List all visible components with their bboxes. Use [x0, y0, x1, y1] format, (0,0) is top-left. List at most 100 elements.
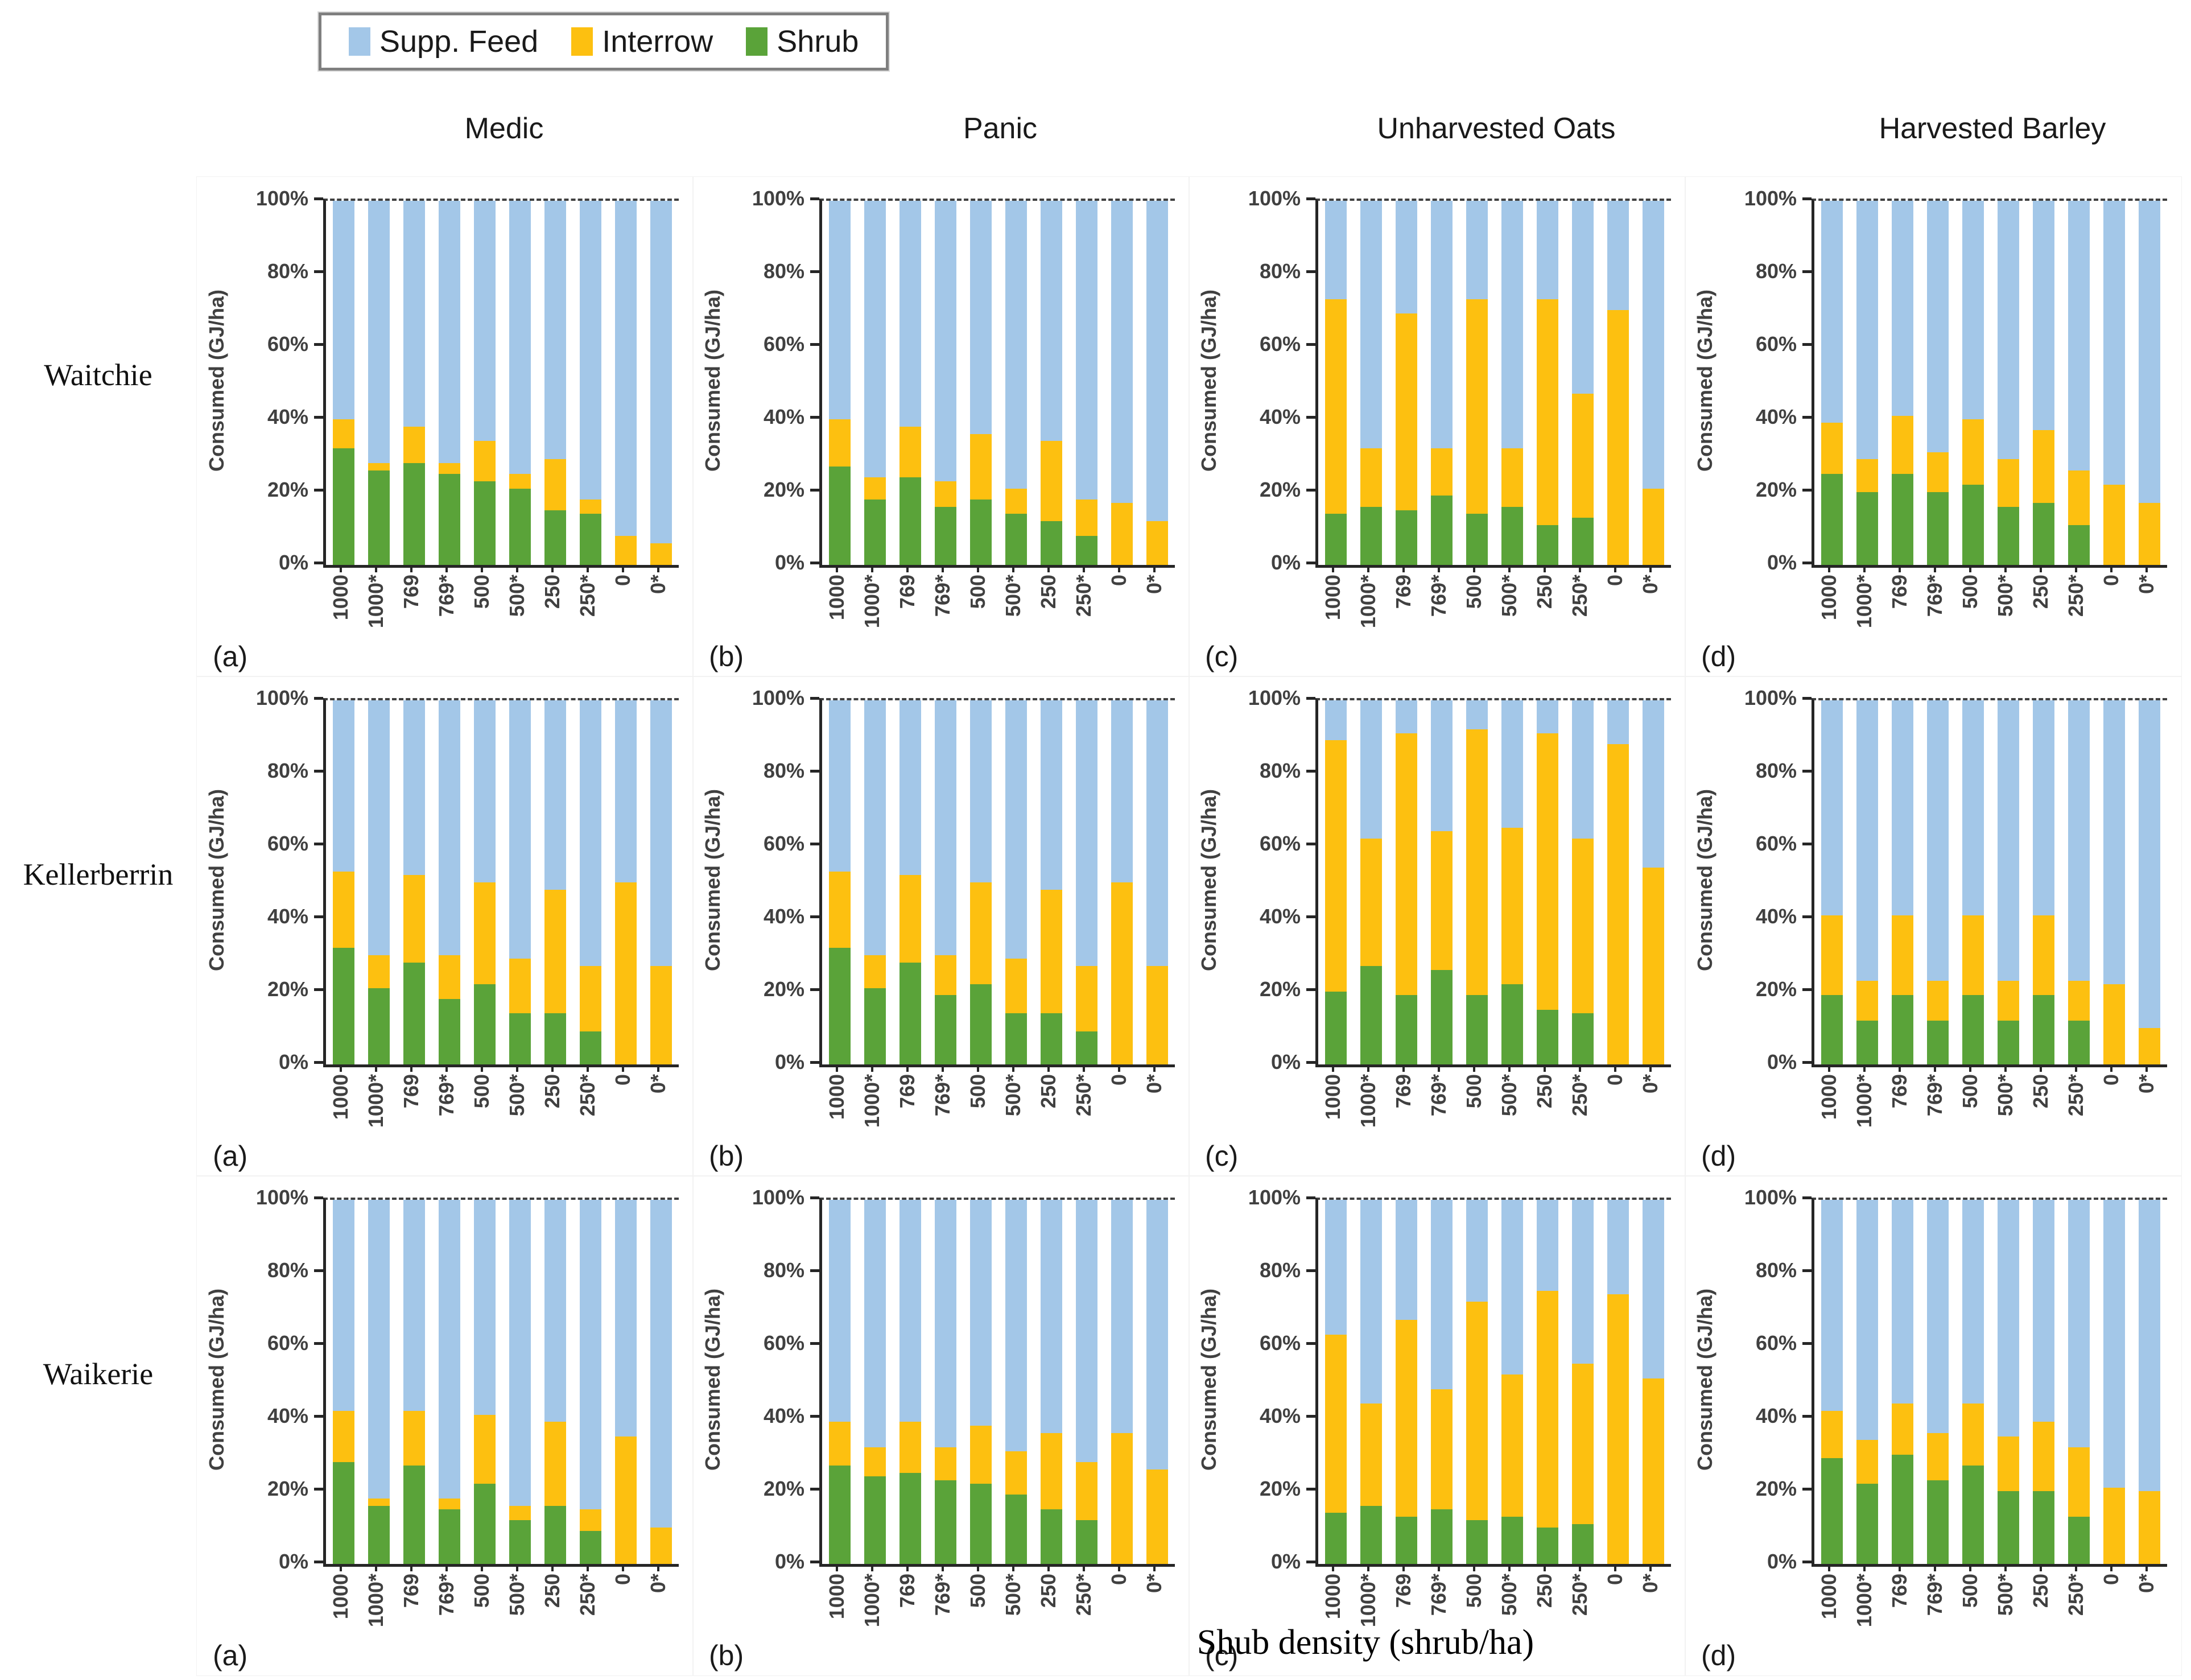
x-tick: 769* [429, 565, 464, 662]
bar-segment-supp-feed [579, 1200, 602, 1510]
x-tick-label: 500 [1462, 1074, 1486, 1109]
stacked-bar-500 [1962, 201, 1984, 565]
y-tick-text: 0% [1270, 551, 1301, 574]
bar-segment-shrub [1075, 535, 1098, 565]
y-tick-text: 20% [1259, 1477, 1301, 1500]
bar-segment-supp-feed [579, 201, 602, 500]
y-tick-text: 0% [278, 1050, 308, 1074]
x-tick-label: 500* [1001, 575, 1025, 617]
bar-slot [467, 700, 502, 1064]
y-tick-mark [314, 270, 323, 273]
bar-slot [857, 201, 893, 565]
stacked-bar-1000* [1856, 201, 1879, 565]
bar-segment-supp-feed [332, 700, 355, 872]
bar-segment-supp-feed [1571, 1200, 1594, 1364]
bar-segment-interrow [509, 1505, 531, 1521]
y-tick-mark [810, 842, 819, 845]
bar-segment-interrow [1962, 915, 1984, 996]
x-tick: 1000* [358, 565, 394, 662]
bar-segment-supp-feed [1536, 201, 1559, 299]
y-tick-label: 40% [1756, 1404, 1812, 1429]
bar-slot [397, 201, 432, 565]
x-axis: 1000 1000* 769 769* 500 500* 250 250* 0 0* [1812, 565, 2164, 662]
bar-segment-supp-feed [368, 700, 390, 956]
bar-segment-shrub [1360, 1505, 1383, 1564]
x-tick: 1000 [323, 1065, 358, 1162]
bar-segment-supp-feed [614, 1200, 637, 1437]
x-tick: 250* [2058, 1065, 2094, 1162]
bar-segment-interrow [614, 882, 637, 1064]
y-tick-label: 0% [775, 1050, 819, 1075]
y-tick-text: 100% [1744, 686, 1797, 709]
x-tick-label: 250* [1568, 575, 1591, 617]
bar-segment-interrow [969, 434, 992, 500]
stacked-bar-1000* [1360, 201, 1383, 565]
chart-panel-waitchie-panic: Consumed (GJ/ha) 0% 20% 40% 60% 80% 100% 1000… [692, 176, 1190, 677]
x-tick: 769 [1882, 1065, 1917, 1162]
x-tick: 500 [960, 1065, 996, 1162]
y-tick-label: 100% [752, 1185, 819, 1210]
chart-panel-waikerie-unharvested-oats: Consumed (GJ/ha) 0% 20% 40% 60% 80% 100% 1000… [1189, 1175, 1686, 1676]
bar-segment-shrub [2032, 503, 2055, 565]
y-tick-text: 80% [1259, 1258, 1301, 1282]
x-tick: 250 [1031, 1565, 1066, 1661]
y-tick-text: 60% [1755, 832, 1797, 855]
legend-label: Supp. Feed [379, 24, 539, 59]
x-tick-label: 0 [1107, 1074, 1130, 1086]
plot-area [819, 199, 1175, 568]
bar-segment-supp-feed [473, 201, 496, 441]
bar-slot [1885, 1200, 1920, 1564]
bar-slot [1636, 700, 1671, 1064]
x-tick-label: 1000* [860, 1074, 884, 1128]
bar-segment-interrow [1501, 828, 1524, 985]
y-tick-mark [1802, 1341, 1812, 1345]
x-tick-label: 250* [576, 575, 599, 617]
bar-segment-interrow [1856, 459, 1879, 492]
bar-segment-supp-feed [2068, 700, 2090, 981]
stacked-bar-1000 [1821, 700, 1843, 1064]
y-tick-label: 20% [764, 977, 819, 1002]
bar-segment-interrow [1005, 488, 1028, 514]
stacked-bar-500 [1466, 201, 1488, 565]
bar-slot [573, 201, 608, 565]
y-tick-label: 20% [1756, 477, 1812, 502]
y-tick-mark [1306, 1341, 1315, 1345]
stacked-bar-0* [650, 1200, 672, 1564]
x-tick: 1000* [855, 1065, 890, 1162]
y-tick-mark [810, 1487, 819, 1491]
stacked-bar-1000 [332, 1200, 355, 1564]
bar-slot [608, 201, 643, 565]
chart-panel-waikerie-harvested-barley: Consumed (GJ/ha) 0% 20% 40% 60% 80% 100% 1000… [1685, 1175, 2182, 1676]
x-tick-label: 0 [2099, 1074, 2123, 1086]
bar-segment-supp-feed [1324, 700, 1347, 741]
bar-slot [502, 1200, 538, 1564]
y-tick-mark [314, 988, 323, 991]
y-axis-title: Consumed (GJ/ha) [701, 289, 724, 472]
bar-segment-interrow [1466, 299, 1488, 514]
column-titles: Medic Panic Unharvested Oats Harvested B… [196, 112, 2182, 146]
y-tick-label: 0% [279, 1549, 323, 1574]
bar-slot [822, 1200, 857, 1564]
stacked-bar-0* [2138, 700, 2161, 1064]
bar-segment-supp-feed [1324, 1200, 1347, 1335]
row-labels: Waitchie Kellerberrin Waikerie [0, 176, 196, 1675]
y-tick-mark [314, 415, 323, 419]
x-tick: 1000* [1847, 1565, 1882, 1661]
y-tick-mark [314, 488, 323, 492]
bar-slot [1814, 201, 1850, 565]
bar-segment-interrow [1005, 959, 1028, 1014]
y-tick-mark [810, 1269, 819, 1272]
bar-segment-interrow [1571, 839, 1594, 1014]
bar-segment-supp-feed [368, 1200, 390, 1499]
x-tick: 250* [1066, 1565, 1101, 1661]
x-tick-label: 0* [2135, 575, 2158, 595]
y-tick-label: 60% [1756, 1331, 1812, 1356]
bar-segment-supp-feed [1926, 700, 1949, 981]
y-tick-mark [810, 1341, 819, 1345]
bar-slot [643, 201, 679, 565]
y-tick-text: 40% [763, 905, 804, 928]
x-tick-label: 1000* [1356, 1574, 1380, 1628]
bar-segment-shrub [1891, 995, 1914, 1064]
x-tick: 769* [429, 1565, 464, 1661]
y-tick-label: 60% [267, 831, 323, 856]
